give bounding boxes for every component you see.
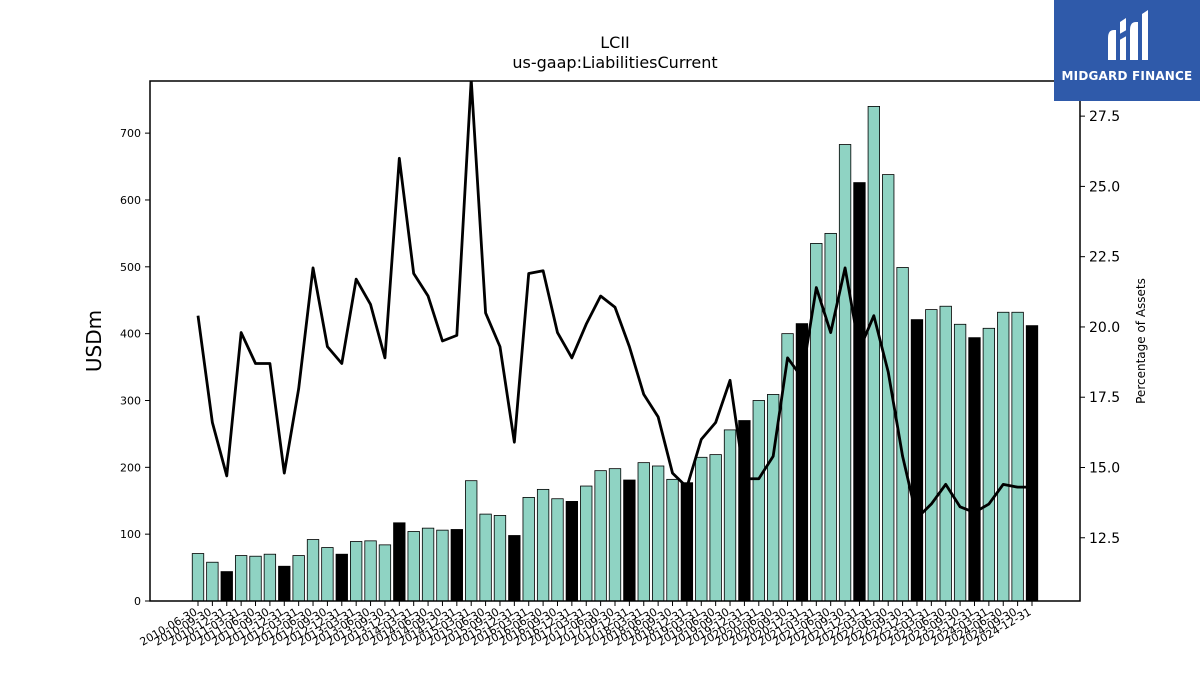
y-tick-label: 400 [120, 328, 141, 341]
bar [508, 535, 521, 602]
bar [853, 182, 866, 602]
bar [824, 232, 837, 602]
bar [680, 482, 694, 602]
bar [292, 555, 305, 602]
bar [925, 309, 938, 602]
y2-tick-label: 15.0 [1089, 460, 1120, 476]
y2-tick-label: 25.0 [1089, 179, 1120, 195]
bar [436, 529, 449, 602]
bar [450, 529, 463, 602]
bar [407, 531, 420, 602]
y-tick-label: 600 [120, 194, 141, 207]
bar [465, 480, 478, 602]
bar [263, 553, 277, 602]
bar [565, 501, 579, 602]
bar [335, 553, 348, 602]
bar [838, 144, 852, 602]
bar [421, 527, 435, 602]
bar [206, 561, 219, 602]
bar [594, 470, 607, 602]
bar [551, 498, 564, 602]
y2-tick-label: 27.5 [1089, 109, 1120, 125]
bars-layer [191, 106, 1039, 602]
bar [939, 305, 952, 602]
bar [278, 565, 291, 602]
bar [723, 429, 737, 602]
logo: MIDGARD FINANCE [1054, 0, 1200, 101]
bar [968, 337, 981, 602]
y2-tick-label: 22.5 [1089, 250, 1120, 266]
y2-axis-label: Percentage of Assets [1134, 278, 1148, 404]
bar [249, 555, 262, 602]
bar [695, 456, 708, 602]
bar [378, 544, 392, 602]
bar [522, 496, 535, 602]
chart-subtitle: us-gaap:LiabilitiesCurrent [512, 53, 718, 72]
bar [350, 541, 363, 602]
percentage-line [196, 81, 1032, 520]
bar [493, 515, 507, 602]
y-axis-label: USDm [82, 310, 106, 372]
bar [536, 488, 550, 602]
bar [795, 323, 809, 602]
y2-tick-label: 17.5 [1089, 390, 1120, 406]
y2-tick-label: 12.5 [1089, 531, 1120, 547]
bar [234, 555, 248, 602]
bar [867, 106, 880, 602]
bar [1025, 325, 1039, 602]
bar [953, 323, 967, 602]
bar [364, 540, 377, 602]
y-tick-label: 100 [120, 528, 141, 541]
bar [1011, 311, 1024, 602]
bar [220, 571, 233, 602]
bar [191, 553, 205, 602]
bar [321, 547, 334, 602]
bar [623, 479, 636, 602]
bar [752, 400, 765, 602]
bar [637, 462, 650, 602]
bar [306, 539, 320, 602]
bar [910, 319, 924, 602]
y-tick-label: 500 [120, 261, 141, 274]
bar [479, 513, 492, 602]
bar [997, 311, 1010, 602]
midgard-logo-icon [1108, 10, 1148, 60]
axes-layer: 0 100 200 300 400 500 600 700 12.5 15.0 17.5 20.0 22… [82, 80, 1148, 649]
y-tick-label: 200 [120, 461, 141, 474]
y-tick-label: 300 [120, 394, 141, 407]
logo-text: MIDGARD FINANCE [1061, 69, 1193, 83]
y-tick-label: 0 [134, 595, 141, 608]
bar [608, 468, 622, 602]
bar [666, 478, 679, 602]
bar [709, 454, 722, 602]
bar [580, 485, 593, 602]
y2-tick-label: 20.0 [1089, 320, 1120, 336]
bar [393, 522, 406, 602]
bar [781, 333, 794, 602]
line-layer [196, 81, 1032, 520]
chart-title: LCII [600, 33, 630, 52]
y-tick-label: 700 [120, 127, 141, 140]
bar [982, 327, 996, 602]
bar [651, 465, 665, 602]
